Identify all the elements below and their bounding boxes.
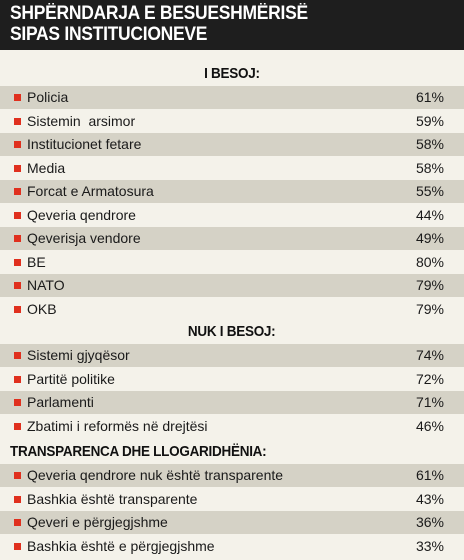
bullet-square-icon bbox=[14, 305, 21, 313]
bullet-square-icon bbox=[14, 519, 21, 526]
title-line-2: SIPAS INSTITUCIONEVE bbox=[10, 24, 208, 45]
row-value: 80% bbox=[415, 253, 444, 270]
bullet-square-icon bbox=[14, 542, 21, 550]
table-row: Partitë politike 72% bbox=[0, 367, 464, 391]
table-row: Qeverisja vendore 49% bbox=[0, 227, 464, 250]
section-heading-text: TRANSPARENCA DHE LLOGARIDHËNIA: bbox=[10, 443, 267, 460]
table-row: Media 58% bbox=[0, 156, 464, 180]
title-banner: SHPËRNDARJA E BESUESHMËRISË SIPAS INSTIT… bbox=[0, 0, 464, 50]
table-row: Qeveri e përgjegjshme 36% bbox=[0, 511, 464, 534]
row-value: 58% bbox=[415, 136, 444, 152]
table-row: Forcat e Armatosura 55% bbox=[0, 180, 464, 203]
row-value: 74% bbox=[415, 347, 444, 363]
bullet-square-icon bbox=[14, 375, 21, 383]
row-label: NATO bbox=[27, 277, 65, 293]
table-row: Policia 61% bbox=[0, 86, 464, 109]
row-label: Policia bbox=[27, 89, 69, 105]
table-row: Qeveria qendrore 44% bbox=[0, 203, 464, 227]
row-label: Sistemin arsimor bbox=[27, 112, 136, 129]
row-label: Qeveria qendrore bbox=[27, 206, 136, 223]
bullet-square-icon bbox=[14, 211, 21, 219]
row-value: 79% bbox=[415, 277, 444, 293]
table-row: BE 80% bbox=[0, 250, 464, 274]
row-label: Bashkia është e përgjegjshme bbox=[27, 537, 215, 554]
table-row: Sistemin arsimor 59% bbox=[0, 109, 464, 133]
table-row: Institucionet fetare 58% bbox=[0, 133, 464, 156]
row-value: 72% bbox=[415, 370, 444, 387]
row-label: Forcat e Armatosura bbox=[27, 183, 154, 199]
table-row: Zbatimi i reformës në drejtësi 46% bbox=[0, 414, 464, 438]
row-value: 55% bbox=[415, 183, 444, 199]
table-row: Qeveria qendrore nuk është transparente 6… bbox=[0, 464, 464, 487]
table-row: Parlamenti 71% bbox=[0, 391, 464, 414]
bullet-square-icon bbox=[14, 164, 21, 172]
table-row: Bashkia është e përgjegjshme 33% bbox=[0, 534, 464, 558]
section-heading-text: I BESOJ: bbox=[204, 65, 260, 82]
bullet-square-icon bbox=[14, 495, 21, 503]
section-heading-text: NUK I BESOJ: bbox=[188, 323, 276, 340]
row-label: Qeverisja vendore bbox=[27, 230, 141, 246]
row-value: 46% bbox=[415, 417, 444, 434]
row-label: BE bbox=[27, 253, 46, 270]
title-line-1: SHPËRNDARJA E BESUESHMËRISË bbox=[10, 3, 308, 24]
chart-title: SHPËRNDARJA E BESUESHMËRISË SIPAS INSTIT… bbox=[10, 3, 308, 45]
bullet-square-icon bbox=[14, 141, 21, 148]
row-value: 59% bbox=[415, 112, 444, 129]
row-label: Parlamenti bbox=[27, 394, 94, 410]
section-heading-1: I BESOJ: bbox=[0, 62, 464, 86]
row-label: Sistemi gjyqësor bbox=[27, 347, 130, 363]
table-row: Bashkia është transparente 43% bbox=[0, 487, 464, 511]
row-label: Bashkia është transparente bbox=[27, 490, 198, 507]
bullet-square-icon bbox=[14, 94, 21, 101]
bullet-square-icon bbox=[14, 235, 21, 242]
bullet-square-icon bbox=[14, 258, 21, 266]
row-value: 36% bbox=[415, 514, 444, 530]
bullet-square-icon bbox=[14, 188, 21, 195]
row-value: 71% bbox=[415, 394, 444, 410]
bullet-square-icon bbox=[14, 352, 21, 359]
row-label: Qeveria qendrore nuk është transparente bbox=[27, 467, 284, 483]
row-value: 61% bbox=[415, 467, 444, 483]
bullet-square-icon bbox=[14, 422, 21, 430]
row-label: Qeveri e përgjegjshme bbox=[27, 514, 168, 530]
row-value: 44% bbox=[415, 206, 444, 223]
row-value: 79% bbox=[415, 300, 444, 317]
row-label: OKB bbox=[27, 300, 57, 317]
table-row: OKB 79% bbox=[0, 297, 464, 321]
section-heading-2: NUK I BESOJ: bbox=[0, 320, 464, 344]
row-value: 33% bbox=[415, 537, 444, 554]
bullet-square-icon bbox=[14, 472, 21, 479]
bullet-square-icon bbox=[14, 399, 21, 406]
section-heading-3: TRANSPARENCA DHE LLOGARIDHËNIA: bbox=[0, 440, 464, 464]
table-row: Sistemi gjyqësor 74% bbox=[0, 344, 464, 367]
bullet-square-icon bbox=[14, 282, 21, 289]
table-row: NATO 79% bbox=[0, 274, 464, 297]
row-value: 61% bbox=[415, 89, 444, 105]
row-label: Zbatimi i reformës në drejtësi bbox=[27, 417, 208, 434]
bullet-square-icon bbox=[14, 117, 21, 125]
row-label: Media bbox=[27, 159, 66, 176]
row-value: 43% bbox=[415, 490, 444, 507]
row-label: Partitë politike bbox=[27, 370, 115, 387]
row-value: 58% bbox=[415, 159, 444, 176]
row-value: 49% bbox=[415, 230, 444, 246]
row-label: Institucionet fetare bbox=[27, 136, 142, 152]
